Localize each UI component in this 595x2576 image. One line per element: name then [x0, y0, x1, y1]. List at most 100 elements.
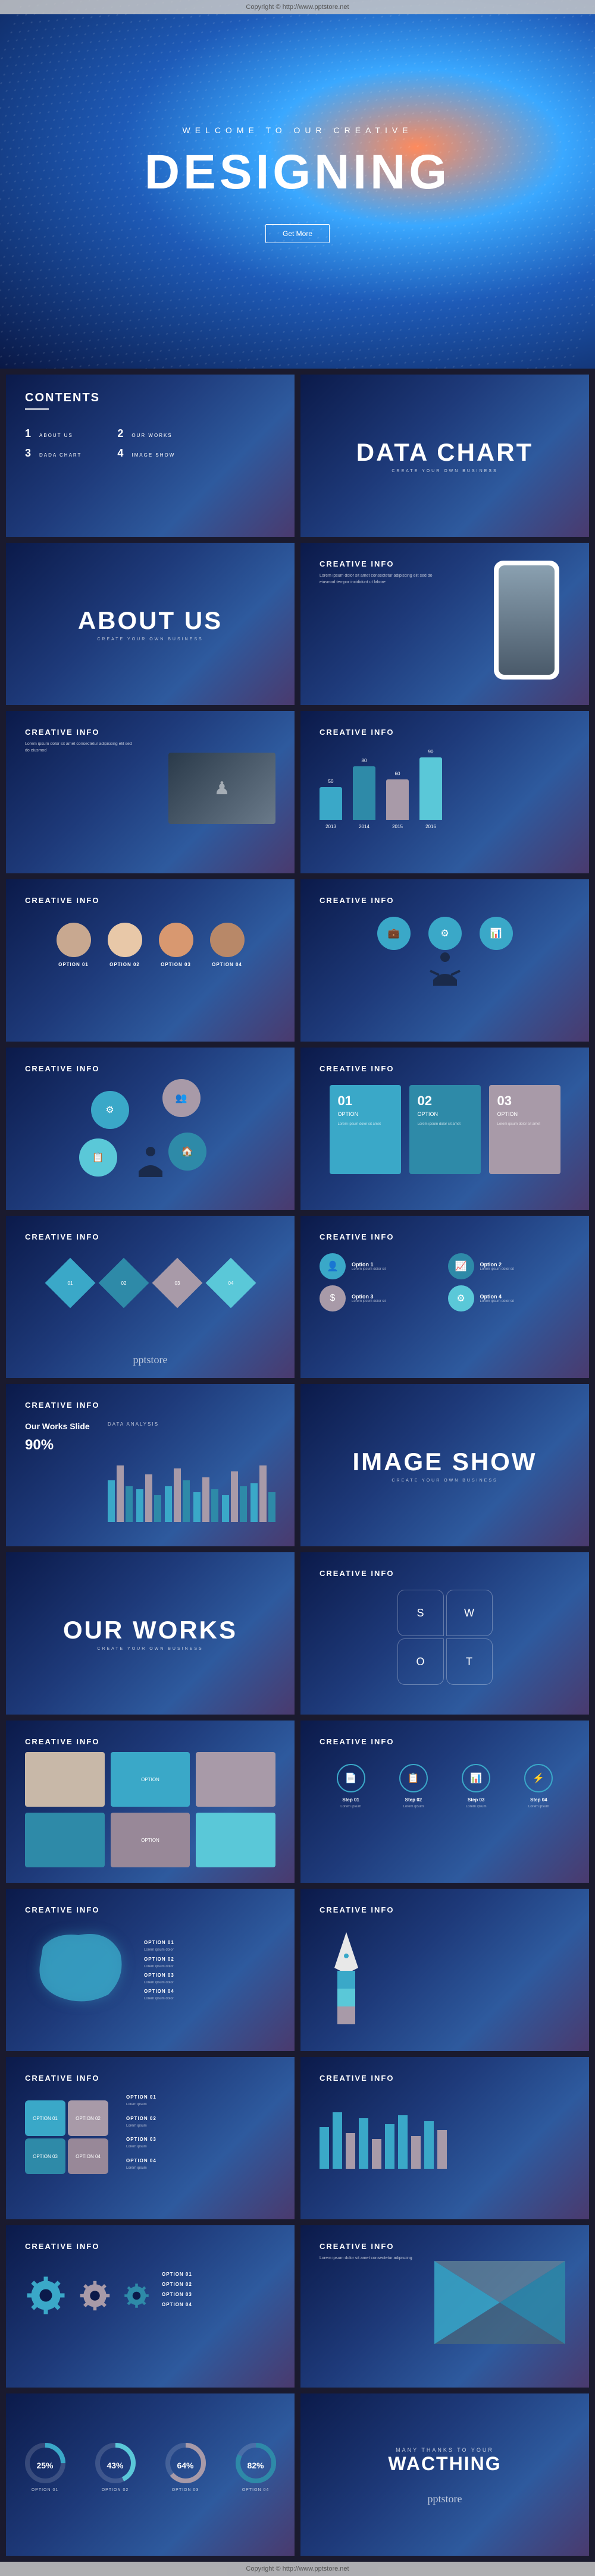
works-pct: 90%	[25, 1437, 90, 1454]
imageshow-sub: CREATE YOUR OWN BUSINESS	[392, 1479, 497, 1483]
steps-slide: CREATIVE INFO 📄Step 01Lorem ipsum📋Step 0…	[300, 1721, 589, 1883]
mockup-lorem: Lorem ipsum dolor sit amet consectetur a…	[320, 573, 439, 586]
boxes3-title: CREATIVE INFO	[320, 1064, 570, 1073]
slides-grid: CONTENTS 1ABOUT US 3DADA CHART 2OUR WORK…	[0, 369, 595, 2562]
toc-num-2: 2	[117, 427, 131, 440]
puzzle-option: OPTION 04Lorem ipsum	[126, 2158, 275, 2175]
team-member: OPTION 01	[57, 923, 91, 967]
step-item: 📄Step 01Lorem ipsum	[320, 1764, 382, 1808]
gear-option: OPTION 01	[162, 2272, 275, 2277]
watermark-bottom: Copyright © http://www.pptstore.net	[0, 2562, 595, 2576]
feature-icon: ⚙	[428, 917, 462, 950]
bar-group	[222, 1471, 247, 1522]
gear-icon	[123, 2282, 150, 2309]
option-item: 👤Option 1Lorem ipsum dolor sit	[320, 1253, 442, 1279]
bar	[424, 2121, 434, 2169]
thanks-title: WACTHING	[388, 2453, 501, 2475]
pen-title: CREATIVE INFO	[320, 1905, 570, 1914]
diamond-item: 01	[45, 1258, 95, 1309]
bar2-title: CREATIVE INFO	[320, 2074, 570, 2083]
puzzle-options: OPTION 01Lorem ipsum OPTION 02Lorem ipsum…	[126, 2094, 275, 2174]
option-box: 01OPTIONLorem ipsum dolor sit amet	[330, 1085, 401, 1174]
toc-label-1: ABOUT US	[39, 433, 73, 438]
mockup-slide: CREATIVE INFO Lorem ipsum dolor sit amet…	[300, 543, 589, 705]
donut-chart: 82%OPTION 04	[233, 2440, 279, 2492]
bar: 502013	[320, 787, 342, 820]
step-item: 📊Step 03Lorem ipsum	[445, 1764, 508, 1808]
option-item: 📈Option 2Lorem ipsum dolor sit	[448, 1253, 571, 1279]
thanks-signature: pptstore	[428, 2493, 462, 2505]
gears-title: CREATIVE INFO	[25, 2242, 275, 2251]
thanks-slide: MANY THANKS TO YOUR WACTHING pptstore	[300, 2393, 589, 2556]
team-slide: CREATIVE INFO OPTION 01OPTION 02OPTION 0…	[6, 879, 295, 1042]
swot-title: CREATIVE INFO	[320, 1569, 570, 1578]
puzzle-option: OPTION 03Lorem ipsum	[126, 2137, 275, 2153]
datachart-slide: DATA CHART CREATE YOUR OWN BUSINESS	[300, 375, 589, 537]
bar	[411, 2136, 421, 2169]
feature-icon: 📊	[480, 917, 513, 950]
toc-num-1: 1	[25, 427, 39, 440]
image-grid: OPTIONOPTION	[25, 1752, 275, 1867]
china-map-icon	[25, 1923, 132, 2012]
contents-list: 1ABOUT US 3DADA CHART 2OUR WORKS 4IMAGE …	[25, 427, 275, 467]
human-figure-icon	[427, 950, 463, 989]
bubbles-slide: CREATIVE INFO ⚙👥📋🏠	[6, 1048, 295, 1210]
swot-diagram: S W O T	[397, 1590, 493, 1685]
aboutus-section-slide: ABOUT US CREATE YOUR OWN BUSINESS	[6, 543, 295, 705]
ourworks-slide: OUR WORKS CREATE YOUR OWN BUSINESS	[6, 1552, 295, 1715]
china-map-slide: CREATIVE INFO OPTION 01Lorem ipsum dolor…	[6, 1889, 295, 2051]
pen-slide: CREATIVE INFO	[300, 1889, 589, 2051]
toc-label-3: DADA CHART	[39, 452, 82, 458]
barchart-slide: CREATIVE INFO 502013802014602015902016	[300, 711, 589, 873]
puzzle-option: OPTION 01Lorem ipsum	[126, 2094, 275, 2111]
map-option: OPTION 02Lorem ipsum dolor	[144, 1957, 174, 1969]
puzzle-option: OPTION 02Lorem ipsum	[126, 2116, 275, 2132]
puzzle-piece: OPTION 02	[68, 2100, 108, 2136]
steps-title: CREATIVE INFO	[320, 1737, 570, 1746]
bar: 802014	[353, 766, 375, 820]
diamond-row: 01020304	[25, 1265, 275, 1301]
works-slide-label: Our Works Slide	[25, 1421, 90, 1431]
grouped-bar-chart	[108, 1439, 275, 1522]
cross-slide: CREATIVE INFO Lorem ipsum dolor sit amet…	[300, 2225, 589, 2388]
contents-slide: CONTENTS 1ABOUT US 3DADA CHART 2OUR WORK…	[6, 375, 295, 537]
swot-slide: CREATIVE INFO S W O T	[300, 1552, 589, 1715]
team-member: OPTION 04	[210, 923, 245, 967]
bar-group	[136, 1474, 161, 1522]
puzzle-slide: CREATIVE INFO OPTION 01OPTION 02OPTION 0…	[6, 2057, 295, 2219]
chess-lorem: Lorem ipsum dolor sit amet consectetur a…	[25, 741, 132, 754]
opts4-slide: CREATIVE INFO 👤Option 1Lorem ipsum dolor…	[300, 1216, 589, 1378]
bar-group	[193, 1477, 218, 1522]
hero-slide: WELCOME TO OUR CREATIVE DESIGNING Get Mo…	[0, 0, 595, 369]
imageshow-slide: IMAGE SHOW CREATE YOUR OWN BUSINESS	[300, 1384, 589, 1546]
toc-num-3: 3	[25, 447, 39, 460]
bar	[320, 2127, 329, 2169]
diamond-item: 03	[152, 1258, 202, 1309]
toc-num-4: 4	[117, 447, 131, 460]
diamond-item: 04	[205, 1258, 256, 1309]
bar	[398, 2115, 408, 2169]
get-more-button[interactable]: Get More	[265, 224, 330, 243]
iconhuman-title: CREATIVE INFO	[320, 896, 570, 905]
grid6-title: CREATIVE INFO	[25, 1737, 275, 1746]
pen-icon	[320, 1926, 373, 2033]
thanks-sub: MANY THANKS TO YOUR	[396, 2447, 494, 2453]
gear-option: OPTION 02	[162, 2282, 275, 2287]
diamonds-title: CREATIVE INFO	[25, 1232, 275, 1241]
bubbles-title: CREATIVE INFO	[25, 1064, 275, 1073]
puzzle-title: CREATIVE INFO	[25, 2074, 275, 2083]
option-item: ⚙Option 4Lorem ipsum dolor sit	[448, 1285, 571, 1311]
boxes3-slide: CREATIVE INFO 01OPTIONLorem ipsum dolor …	[300, 1048, 589, 1210]
bubble-icon: ⚙	[91, 1091, 129, 1129]
aboutus-title: ABOUT US	[78, 606, 223, 635]
donut-chart: 64%OPTION 03	[162, 2440, 209, 2492]
phone-mockup	[464, 561, 583, 691]
puzzle-piece: OPTION 04	[68, 2138, 108, 2174]
steps-row: 📄Step 01Lorem ipsum📋Step 02Lorem ipsum📊S…	[320, 1764, 570, 1808]
hero-subtitle: WELCOME TO OUR CREATIVE	[182, 125, 412, 135]
swot-t: T	[446, 1638, 493, 1685]
swot-w: W	[446, 1590, 493, 1636]
swot-o: O	[397, 1638, 444, 1685]
option-boxes: 01OPTIONLorem ipsum dolor sit amet02OPTI…	[320, 1085, 570, 1174]
team-member: OPTION 03	[159, 923, 193, 967]
